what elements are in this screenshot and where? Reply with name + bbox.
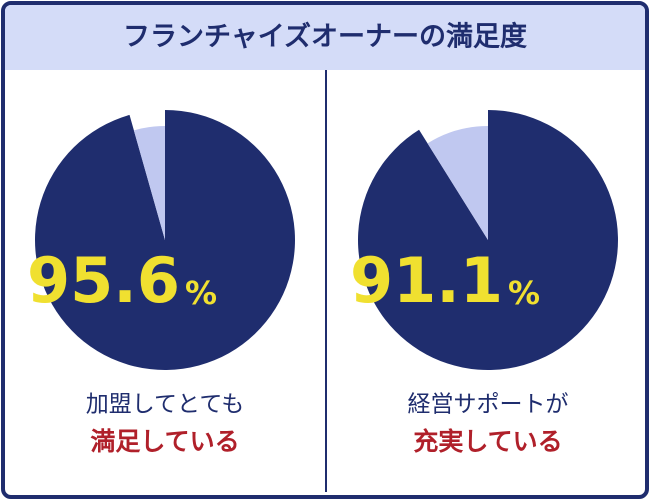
value-label: 91.1 xyxy=(350,244,503,317)
pie-slice xyxy=(358,110,619,371)
value-unit: % xyxy=(185,274,217,312)
pie-slice xyxy=(427,126,488,240)
title: フランチャイズオーナーの満足度 xyxy=(123,21,527,53)
pie-slice xyxy=(133,126,165,240)
caption-emphasis: 充実している xyxy=(413,427,562,456)
caption: 加盟してとても xyxy=(86,392,244,418)
header-band xyxy=(5,5,645,70)
pie-slice xyxy=(35,110,295,371)
value-label: 95.6 xyxy=(27,244,180,317)
caption: 経営サポートが xyxy=(408,392,569,418)
value-unit: % xyxy=(508,274,540,312)
caption-emphasis: 満足している xyxy=(90,427,239,456)
